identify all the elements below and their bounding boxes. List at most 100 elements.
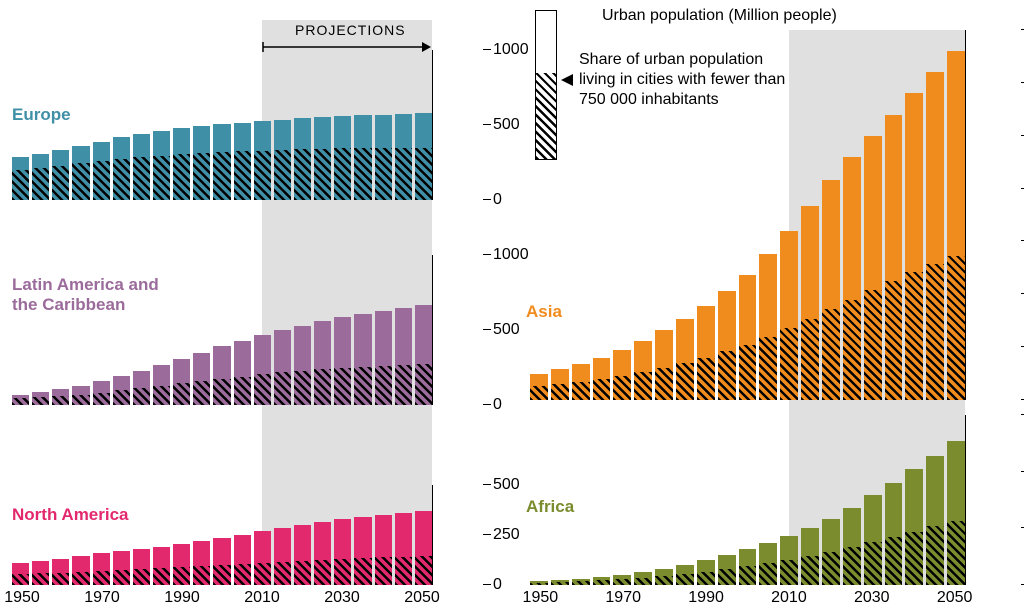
bar-hatch bbox=[12, 170, 29, 200]
y-tick-label: 1000 bbox=[493, 246, 529, 264]
bar-hatch bbox=[905, 532, 923, 585]
bar-hatch bbox=[593, 580, 611, 585]
bar-slot bbox=[354, 485, 371, 585]
x-tick-label: 2050 bbox=[404, 589, 440, 607]
bar-hatch bbox=[294, 149, 311, 200]
bar-hatch bbox=[52, 573, 69, 585]
bar-slot bbox=[213, 255, 230, 405]
bar-hatch bbox=[613, 376, 631, 400]
bar-slot bbox=[801, 415, 819, 585]
bar-slot bbox=[395, 485, 412, 585]
y-tick: 500 bbox=[483, 484, 491, 485]
bar-slot bbox=[93, 485, 110, 585]
y-tick-label: 0 bbox=[493, 191, 502, 209]
bar-hatch bbox=[314, 560, 331, 585]
bar-slot bbox=[173, 485, 190, 585]
panel-europe: Europe05001000 bbox=[12, 50, 487, 200]
y-tick: 0 bbox=[483, 584, 491, 585]
bar-slot bbox=[375, 485, 392, 585]
bar-hatch bbox=[801, 319, 819, 400]
bar-hatch bbox=[530, 386, 548, 400]
bar-hatch bbox=[173, 154, 190, 200]
y-tick: 0 bbox=[483, 199, 491, 200]
bar-hatch bbox=[234, 151, 251, 200]
bar-slot bbox=[593, 415, 611, 585]
bar-slot bbox=[153, 50, 170, 200]
bar-slot bbox=[334, 255, 351, 405]
bar-hatch bbox=[676, 363, 694, 400]
bar-hatch bbox=[759, 563, 777, 585]
bar-slot bbox=[52, 50, 69, 200]
bar-hatch bbox=[739, 566, 757, 585]
bar-hatch bbox=[113, 390, 130, 405]
bar-slot bbox=[113, 485, 130, 585]
bar-hatch bbox=[655, 576, 673, 585]
bar-slot bbox=[52, 485, 69, 585]
bar-hatch bbox=[718, 351, 736, 400]
bar-slot bbox=[274, 255, 291, 405]
bar-slot bbox=[375, 50, 392, 200]
bar-slot bbox=[947, 30, 965, 400]
bar-slot bbox=[864, 415, 882, 585]
bar-slot bbox=[551, 415, 569, 585]
bar-hatch bbox=[274, 562, 291, 585]
bar-hatch bbox=[843, 547, 861, 585]
x-tick-label: 1990 bbox=[164, 589, 200, 607]
legend-swatch bbox=[535, 10, 557, 160]
bar-slot bbox=[294, 485, 311, 585]
bar-hatch bbox=[213, 565, 230, 585]
bar-slot bbox=[905, 415, 923, 585]
bar-hatch bbox=[613, 579, 631, 585]
bar-hatch bbox=[93, 571, 110, 585]
bar-hatch bbox=[551, 582, 569, 585]
bar-slot bbox=[697, 415, 715, 585]
bar-hatch bbox=[153, 568, 170, 585]
bar-slot bbox=[113, 255, 130, 405]
bar-slot bbox=[718, 415, 736, 585]
y-tick-label: 1000 bbox=[493, 41, 529, 59]
bar-slot bbox=[739, 415, 757, 585]
bar-hatch bbox=[739, 345, 757, 401]
y-tick-label: 0 bbox=[493, 396, 502, 414]
bar-hatch bbox=[864, 290, 882, 400]
bar-slot bbox=[415, 50, 432, 200]
bars bbox=[12, 50, 432, 200]
y-tick: 1000 bbox=[483, 49, 491, 50]
x-tick-label: 1990 bbox=[688, 589, 724, 607]
bar-hatch bbox=[375, 148, 392, 201]
bar-slot bbox=[133, 50, 150, 200]
bar-slot bbox=[354, 255, 371, 405]
panel-latin-america: Latin America and the Caribbean05001000 bbox=[12, 255, 487, 405]
bars bbox=[12, 485, 432, 585]
x-tick-label: 2010 bbox=[771, 589, 807, 607]
bar-slot bbox=[926, 415, 944, 585]
bar-slot bbox=[133, 485, 150, 585]
legend-text: Share of urban population living in citi… bbox=[579, 50, 804, 110]
y-tick-label: 500 bbox=[493, 116, 520, 134]
bar-slot bbox=[254, 485, 271, 585]
bar-hatch bbox=[759, 337, 777, 400]
bar-hatch bbox=[885, 537, 903, 585]
bar-slot bbox=[12, 485, 29, 585]
bar-hatch bbox=[864, 542, 882, 585]
bar-hatch bbox=[193, 381, 210, 405]
bar-slot bbox=[193, 255, 210, 405]
bar-slot bbox=[759, 415, 777, 585]
bar-slot bbox=[153, 485, 170, 585]
bar-slot bbox=[173, 50, 190, 200]
bar-hatch bbox=[173, 383, 190, 405]
bar-hatch bbox=[354, 367, 371, 405]
bar-hatch bbox=[551, 384, 569, 400]
bar-slot bbox=[274, 50, 291, 200]
bar-hatch bbox=[926, 526, 944, 585]
chart-area bbox=[12, 50, 432, 200]
y-tick: 0 bbox=[483, 404, 491, 405]
bar-hatch bbox=[52, 396, 69, 405]
bar-hatch bbox=[193, 153, 210, 200]
bar-slot bbox=[213, 50, 230, 200]
bar-slot bbox=[822, 415, 840, 585]
bar-slot bbox=[375, 255, 392, 405]
bar-hatch bbox=[153, 156, 170, 200]
bar-hatch bbox=[274, 372, 291, 405]
bar-hatch bbox=[572, 382, 590, 401]
